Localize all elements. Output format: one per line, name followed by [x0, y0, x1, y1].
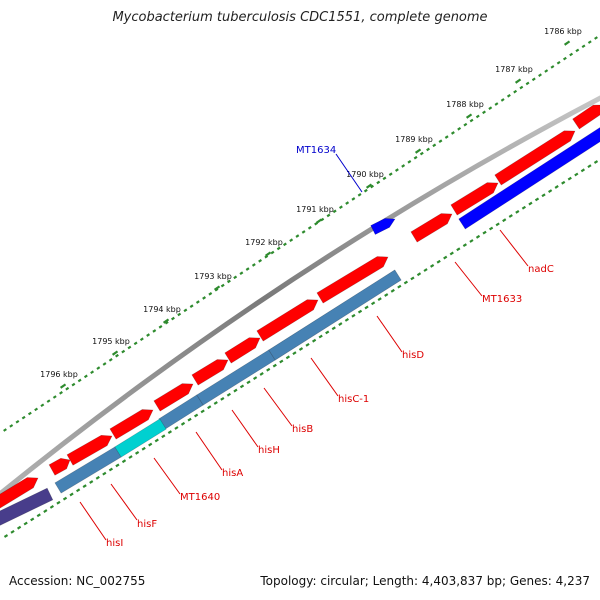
label-leader-line: [376, 315, 403, 353]
tick-layer: 1786 kbp 1787 kbp 1788 kbp 1789 kbp 1790 kbp…: [3, 27, 599, 538]
tick-label: 1792 kbp: [245, 238, 283, 247]
forward-gene-arrow: [572, 104, 600, 130]
label-leader-line: [153, 457, 181, 495]
tick-mark: [111, 350, 119, 356]
tick-mark: [264, 251, 272, 257]
label-leader-line: [195, 431, 223, 471]
tick-mark: [162, 318, 170, 324]
map-title: Mycobacterium tuberculosis CDC1551, comp…: [112, 10, 488, 25]
gene-labels: MT1634 MT1633 nadC hisD hisC-1 hisB hisH hisA MT…: [79, 145, 554, 549]
gene-label-hisd[interactable]: hisD: [402, 350, 424, 361]
topology-summary: Topology: circular; Length: 4,403,837 bp…: [260, 574, 590, 588]
forward-gene-arrow: [153, 383, 194, 412]
gene-label-mt1633[interactable]: MT1633: [482, 294, 522, 305]
tick-mark: [59, 383, 67, 389]
forward-gene-arrow: [224, 337, 261, 364]
tick-mark: [563, 40, 571, 46]
accession-text: Accession: NC_002755: [9, 574, 146, 588]
label-leader-line: [110, 483, 138, 521]
reverse-gene-bar: [268, 269, 402, 361]
tick-label: 1787 kbp: [495, 65, 533, 74]
gene-bar-MT1640: [114, 418, 167, 458]
label-leader-line: [454, 261, 483, 297]
gene-bar-nadC: [458, 127, 600, 230]
gene-label-mt1640[interactable]: MT1640: [180, 492, 220, 503]
label-leader-line: [231, 409, 259, 448]
tick-label: 1793 kbp: [194, 272, 232, 281]
forward-gene-arrow: [48, 457, 71, 476]
gene-label-hisc-1[interactable]: hisC-1: [338, 394, 369, 405]
gene-bar-hisI: [0, 487, 54, 526]
label-leader-line: [263, 387, 293, 427]
forward-gene-arrow: [66, 434, 113, 466]
gene-label-hisi[interactable]: hisI: [106, 538, 123, 549]
forward-gene-arrow: [410, 213, 453, 243]
tick-mark: [514, 78, 522, 84]
gene-arrow-MT1634: [370, 218, 396, 235]
tick-mark: [414, 148, 422, 154]
tick-label: 1795 kbp: [92, 337, 130, 346]
forward-gene-arrow: [494, 130, 576, 186]
gene-label-mt1634[interactable]: MT1634: [296, 145, 336, 156]
gene-label-hisb[interactable]: hisB: [292, 424, 313, 435]
tick-mark: [465, 113, 473, 119]
gene-label-hish[interactable]: hisH: [258, 445, 280, 456]
reverse-strand-genes: [0, 127, 600, 526]
label-leader-line: [499, 229, 529, 267]
tick-label: 1786 kbp: [544, 27, 582, 36]
forward-gene-arrow: [191, 359, 229, 386]
tick-label: 1794 kbp: [143, 305, 181, 314]
forward-strand-genes: [0, 104, 600, 509]
genome-backbone: [0, 95, 600, 498]
tick-label: 1796 kbp: [40, 370, 78, 379]
label-leader-line: [310, 357, 339, 397]
forward-gene-arrow: [256, 299, 319, 342]
tick-label: 1788 kbp: [446, 100, 484, 109]
tick-label: 1791 kbp: [296, 205, 334, 214]
gene-label-hisa[interactable]: hisA: [222, 468, 243, 479]
tick-label: 1790 kbp: [346, 170, 384, 179]
tick-mark: [213, 285, 221, 291]
gene-label-hisf[interactable]: hisF: [137, 519, 157, 530]
gene-label-nadc[interactable]: nadC: [528, 264, 554, 275]
tick-mark: [315, 218, 323, 224]
label-leader-line: [335, 153, 363, 193]
forward-gene-arrow: [109, 409, 154, 440]
tick-mark: [365, 183, 373, 189]
forward-gene-arrow: [450, 182, 499, 216]
forward-gene-arrow: [0, 477, 39, 509]
forward-gene-arrow: [316, 256, 389, 304]
tick-label: 1789 kbp: [395, 135, 433, 144]
label-leader-line: [79, 501, 107, 541]
